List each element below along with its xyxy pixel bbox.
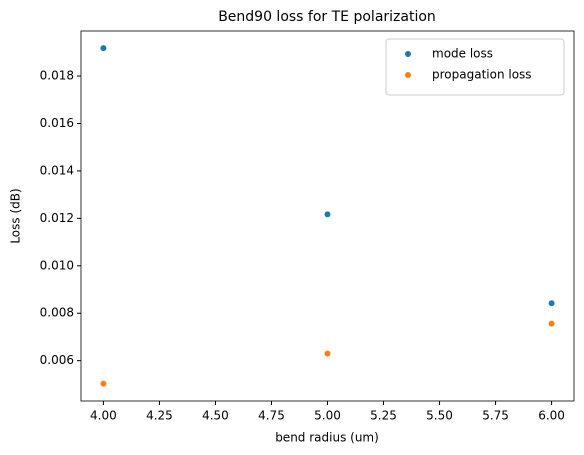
point	[548, 300, 555, 307]
legend-box	[385, 38, 565, 96]
x-axis-label: bend radius (um)	[275, 431, 379, 445]
legend-marker	[405, 72, 411, 78]
x-tick-label: 5.00	[314, 409, 341, 423]
y-tick-label: 0.012	[40, 211, 74, 225]
x-tick-label: 4.75	[258, 409, 285, 423]
point	[324, 350, 331, 357]
y-axis-label: Loss (dB)	[9, 188, 23, 243]
y-tick-label: 0.014	[40, 163, 74, 177]
point	[100, 380, 107, 387]
legend-marker	[405, 51, 411, 57]
x-tick-label: 6.00	[538, 409, 565, 423]
x-tick-label: 5.75	[482, 409, 509, 423]
point	[324, 211, 331, 218]
y-tick-label: 0.006	[40, 353, 74, 367]
x-tick-label: 5.25	[370, 409, 397, 423]
legend-label: mode loss	[432, 47, 493, 61]
y-tick-label: 0.016	[40, 116, 74, 130]
x-tick-label: 4.00	[90, 409, 117, 423]
y-tick-label: 0.010	[40, 258, 74, 272]
x-tick-label: 4.25	[146, 409, 173, 423]
point	[100, 45, 107, 52]
x-tick-label: 4.50	[202, 409, 229, 423]
plot-frame	[80, 30, 575, 402]
x-tick-label: 5.50	[426, 409, 453, 423]
chart-title: Bend90 loss for TE polarization	[218, 9, 436, 25]
legend-label: propagation loss	[432, 68, 532, 82]
y-tick-label: 0.018	[40, 69, 74, 83]
point	[548, 320, 555, 327]
y-tick-label: 0.008	[40, 306, 74, 320]
